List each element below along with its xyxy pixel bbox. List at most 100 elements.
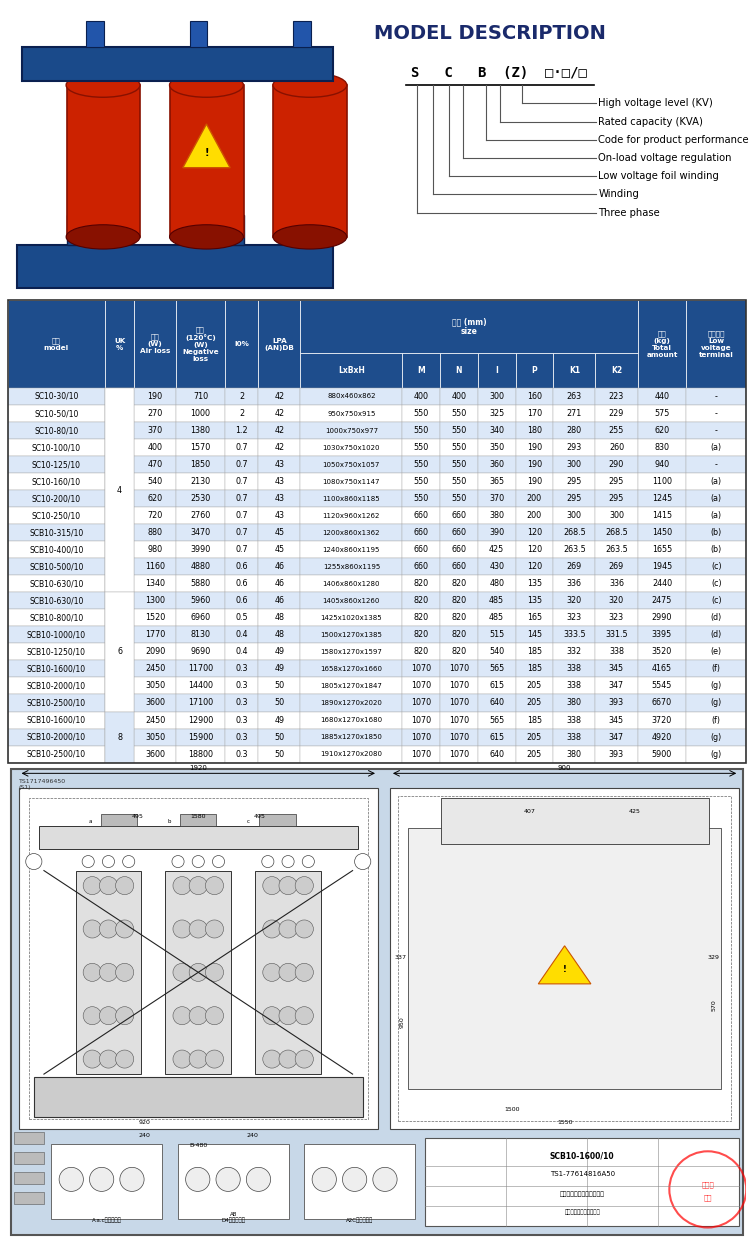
FancyBboxPatch shape xyxy=(8,609,105,626)
Text: Rated capacity (KVA): Rated capacity (KVA) xyxy=(598,117,703,126)
Text: 380: 380 xyxy=(489,511,504,520)
Text: 1100x860x1185: 1100x860x1185 xyxy=(322,496,380,502)
FancyBboxPatch shape xyxy=(134,694,176,712)
FancyBboxPatch shape xyxy=(258,575,300,593)
Text: TS1-77614816A50: TS1-77614816A50 xyxy=(550,1172,615,1177)
Text: A2C高压接线图: A2C高压接线图 xyxy=(346,1218,374,1224)
FancyBboxPatch shape xyxy=(176,575,225,593)
FancyBboxPatch shape xyxy=(515,661,554,677)
FancyBboxPatch shape xyxy=(8,745,105,763)
FancyBboxPatch shape xyxy=(176,694,225,712)
FancyBboxPatch shape xyxy=(225,644,258,661)
Text: 329: 329 xyxy=(708,955,720,960)
Text: 1200x860x1362: 1200x860x1362 xyxy=(322,529,380,536)
Text: 5900: 5900 xyxy=(652,750,672,759)
Bar xyxy=(13,1132,44,1145)
Text: (c): (c) xyxy=(711,562,722,572)
FancyBboxPatch shape xyxy=(225,729,258,745)
Text: 1680x1270x1680: 1680x1270x1680 xyxy=(320,717,382,723)
Bar xyxy=(390,789,740,1130)
FancyBboxPatch shape xyxy=(554,712,596,729)
FancyBboxPatch shape xyxy=(515,439,554,456)
Bar xyxy=(214,215,244,246)
Text: 0.3: 0.3 xyxy=(236,665,248,673)
FancyBboxPatch shape xyxy=(258,405,300,422)
FancyBboxPatch shape xyxy=(258,661,300,677)
FancyBboxPatch shape xyxy=(403,405,440,422)
FancyBboxPatch shape xyxy=(686,694,746,712)
Text: 1070: 1070 xyxy=(449,715,469,724)
Ellipse shape xyxy=(273,73,346,97)
FancyBboxPatch shape xyxy=(176,474,225,490)
FancyBboxPatch shape xyxy=(134,644,176,661)
Text: 135: 135 xyxy=(526,579,542,588)
FancyBboxPatch shape xyxy=(403,422,440,439)
Bar xyxy=(39,827,358,848)
FancyBboxPatch shape xyxy=(554,405,596,422)
Text: 720: 720 xyxy=(148,511,163,520)
Text: 46: 46 xyxy=(274,562,284,572)
Text: Three phase: Three phase xyxy=(598,207,660,217)
Text: 710: 710 xyxy=(193,392,208,401)
Text: 3720: 3720 xyxy=(652,715,672,724)
Text: 4165: 4165 xyxy=(652,665,672,673)
Text: 185: 185 xyxy=(526,715,542,724)
FancyBboxPatch shape xyxy=(440,405,478,422)
Circle shape xyxy=(99,963,118,981)
FancyBboxPatch shape xyxy=(554,507,596,525)
FancyBboxPatch shape xyxy=(638,626,686,644)
FancyBboxPatch shape xyxy=(686,456,746,474)
Text: 14400: 14400 xyxy=(188,682,213,691)
Text: 0.3: 0.3 xyxy=(236,682,248,691)
FancyBboxPatch shape xyxy=(134,405,176,422)
Text: 1240x860x1195: 1240x860x1195 xyxy=(322,547,380,553)
Bar xyxy=(255,870,321,1074)
Text: 565: 565 xyxy=(489,715,504,724)
Text: 1000x750x977: 1000x750x977 xyxy=(325,428,378,434)
Text: 0.7: 0.7 xyxy=(236,528,248,537)
Text: 2440: 2440 xyxy=(652,579,672,588)
FancyBboxPatch shape xyxy=(554,609,596,626)
Text: 8: 8 xyxy=(117,733,122,742)
Text: 18800: 18800 xyxy=(188,750,213,759)
Text: (e): (e) xyxy=(711,647,722,656)
FancyBboxPatch shape xyxy=(8,694,105,712)
FancyBboxPatch shape xyxy=(440,456,478,474)
Text: 1910x1270x2080: 1910x1270x2080 xyxy=(320,751,382,758)
Text: 120: 120 xyxy=(526,546,542,554)
FancyBboxPatch shape xyxy=(478,626,515,644)
FancyBboxPatch shape xyxy=(596,541,638,558)
FancyBboxPatch shape xyxy=(300,405,403,422)
Text: 300: 300 xyxy=(489,392,504,401)
Text: SCB10-800/10: SCB10-800/10 xyxy=(29,614,83,622)
Text: 1550: 1550 xyxy=(556,1120,572,1125)
Text: 1070: 1070 xyxy=(449,750,469,759)
Bar xyxy=(425,1138,740,1226)
Text: 270: 270 xyxy=(148,409,163,418)
FancyBboxPatch shape xyxy=(638,474,686,490)
FancyBboxPatch shape xyxy=(176,541,225,558)
Text: (g): (g) xyxy=(711,682,722,691)
Bar xyxy=(19,789,378,1130)
Bar xyxy=(86,21,104,47)
Text: 120: 120 xyxy=(526,528,542,537)
Circle shape xyxy=(262,856,274,868)
FancyBboxPatch shape xyxy=(515,575,554,593)
Circle shape xyxy=(312,1167,337,1192)
Text: SC10-200/10: SC10-200/10 xyxy=(32,495,81,503)
FancyBboxPatch shape xyxy=(225,626,258,644)
Text: 0.7: 0.7 xyxy=(236,546,248,554)
Text: 400: 400 xyxy=(414,392,429,401)
Text: SC10-30/10: SC10-30/10 xyxy=(34,392,79,401)
Text: 1070: 1070 xyxy=(449,733,469,742)
FancyBboxPatch shape xyxy=(596,593,638,609)
FancyBboxPatch shape xyxy=(8,677,105,694)
FancyBboxPatch shape xyxy=(515,712,554,729)
Text: 160: 160 xyxy=(527,392,542,401)
Text: 400: 400 xyxy=(148,443,163,453)
Circle shape xyxy=(173,877,191,894)
Bar xyxy=(34,1078,363,1117)
FancyBboxPatch shape xyxy=(440,712,478,729)
FancyBboxPatch shape xyxy=(554,525,596,541)
Text: SC10-250/10: SC10-250/10 xyxy=(32,511,81,520)
